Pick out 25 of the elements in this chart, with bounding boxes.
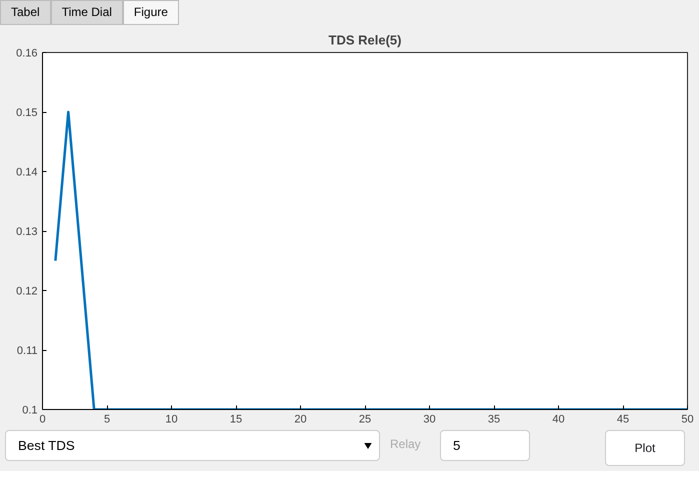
y-tick-label: 0.14 [16,166,38,179]
text: Time Dial [62,4,112,21]
chart-title: TDS Rele(5) [328,32,402,48]
text: Best TDS [5,430,380,462]
x-tick-label: 10 [165,414,178,426]
x-tick-label: 15 [230,414,242,426]
x-tick-label: 0 [39,414,46,426]
x-tick-label: 45 [616,414,630,426]
text: Relay [390,436,421,454]
x-tick-label: 20 [294,414,307,426]
text: Plot [605,430,685,466]
y-tick-label: 0.16 [16,48,38,60]
y-tick-label: 0.15 [16,107,38,120]
x-tick-label: 25 [358,414,372,426]
x-tick-label: 50 [681,414,694,426]
y-tick-label: 0.13 [16,226,38,238]
y-tick-label: 0.12 [16,286,38,298]
y-tick-label: 0.1 [22,404,38,417]
y-tick-label: 0.11 [16,345,38,358]
text: Figure [134,4,168,21]
x-tick-label: 40 [552,414,565,426]
x-tick-label: 5 [104,414,110,426]
x-tick-label: 30 [423,414,436,426]
x-tick-label: 35 [488,414,500,426]
text: Tabel [11,4,40,21]
